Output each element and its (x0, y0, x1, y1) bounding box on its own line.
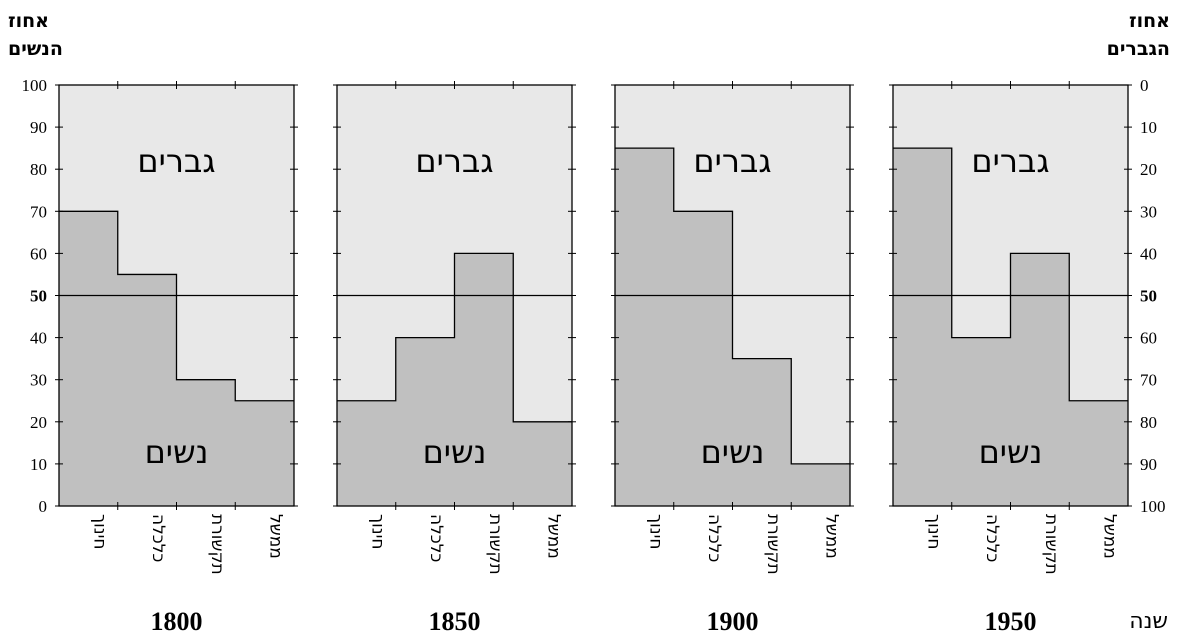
left-tick-label: 30 (30, 371, 47, 390)
men-label-1900: גברים (693, 142, 771, 180)
right-axis-title-line1: אחוז (1129, 10, 1170, 32)
left-axis-title-line1: אחוז (8, 10, 49, 32)
right-tick-label: 10 (1140, 118, 1157, 137)
women-step-line-1900 (615, 147, 850, 465)
left-tick-label: 50 (30, 287, 47, 306)
left-axis-title-line2: הנשים (8, 38, 63, 60)
left-tick-label: 0 (39, 497, 48, 516)
category-label-1950: תקשורת (1041, 514, 1061, 575)
women-label-1850: נשים (423, 433, 487, 471)
women-label-1950: נשים (979, 433, 1043, 471)
category-label-1800: ממשל (266, 514, 286, 559)
category-label-1900: ממשל (822, 514, 842, 559)
right-tick-label: 0 (1140, 76, 1149, 95)
right-axis-title-line2: הגברים (1107, 38, 1170, 60)
category-label-1900: חינוך (645, 514, 665, 549)
men-label-1800: גברים (137, 142, 215, 180)
category-label-1850: חינוך (367, 514, 387, 549)
right-tick-label: 60 (1140, 329, 1157, 348)
year-label-1950: 1950 (985, 607, 1037, 636)
category-label-1850: ממשל (544, 514, 564, 559)
left-tick-label: 40 (30, 329, 47, 348)
category-label-1900: כלכלה (704, 514, 724, 562)
men-label-1950: גברים (971, 142, 1049, 180)
right-tick-label: 80 (1140, 413, 1157, 432)
women-label-1900: נשים (701, 433, 765, 471)
category-label-1800: כלכלה (148, 514, 168, 562)
men-label-1850: גברים (415, 142, 493, 180)
year-label-1900: 1900 (707, 607, 759, 636)
left-tick-label: 80 (30, 160, 47, 179)
category-label-1950: כלכלה (982, 514, 1002, 562)
women-label-1800: נשים (145, 433, 209, 471)
right-tick-label: 20 (1140, 160, 1157, 179)
left-tick-label: 70 (30, 202, 47, 221)
right-tick-label: 40 (1140, 244, 1157, 263)
category-label-1850: תקשורת (485, 514, 505, 575)
category-label-1900: תקשורת (763, 514, 783, 575)
category-label-1850: כלכלה (426, 514, 446, 562)
year-axis-label: שנה (1129, 609, 1168, 634)
right-tick-label: 70 (1140, 371, 1157, 390)
left-tick-label: 20 (30, 413, 47, 432)
category-label-1800: חינוך (89, 514, 109, 549)
chart-panels: גברים נשים חינוך כלכלה תקשורת ממשל 1800 גברים נש… (22, 76, 1166, 636)
left-tick-label: 60 (30, 244, 47, 263)
year-label-1800: 1800 (151, 607, 203, 636)
year-label-1850: 1850 (429, 607, 481, 636)
left-tick-label: 10 (30, 455, 47, 474)
category-label-1950: חינוך (923, 514, 943, 549)
right-tick-label: 100 (1140, 497, 1166, 516)
right-tick-label: 90 (1140, 455, 1157, 474)
left-tick-label: 90 (30, 118, 47, 137)
right-tick-label: 50 (1140, 287, 1157, 306)
women-step-line-1800 (59, 210, 294, 402)
category-label-1800: תקשורת (207, 514, 227, 575)
right-tick-label: 30 (1140, 202, 1157, 221)
left-tick-label: 100 (22, 76, 48, 95)
category-label-1950: ממשל (1100, 514, 1120, 559)
